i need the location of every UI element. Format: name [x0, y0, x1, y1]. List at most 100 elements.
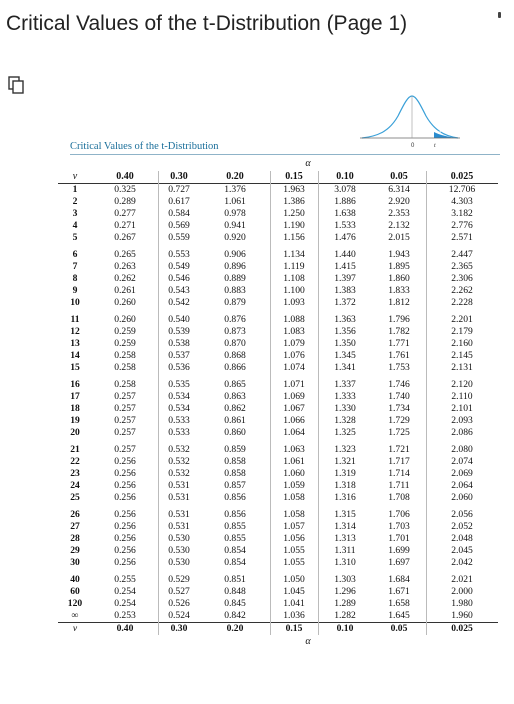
critical-value-cell: 0.542 — [168, 297, 190, 308]
critical-value-cell: 1.108 — [283, 273, 305, 284]
critical-value-cell: 0.260 — [114, 297, 136, 308]
critical-value-cell: 0.256 — [114, 456, 136, 467]
t-distribution-curve-icon: 0 t α — [360, 95, 460, 148]
critical-value-cell: 1.753 — [388, 362, 410, 373]
critical-value-cell: 1.671 — [388, 586, 410, 597]
critical-value-cell: 0.256 — [114, 533, 136, 544]
critical-value-cell: 0.617 — [168, 196, 190, 207]
critical-value-cell: 0.531 — [168, 521, 190, 532]
critical-value-cell: 2.056 — [451, 509, 473, 520]
critical-value-cell: 0.254 — [114, 586, 136, 597]
scrollbar-thumb[interactable] — [498, 12, 501, 18]
critical-value-cell: 0.858 — [224, 468, 246, 479]
copy-icon[interactable] — [8, 76, 24, 94]
critical-value-cell: 1.725 — [388, 427, 410, 438]
critical-value-cell: 0.854 — [224, 545, 246, 556]
page-title: Critical Values of the t-Distribution (P… — [6, 12, 408, 35]
caption-divider — [70, 154, 500, 155]
critical-value-cell: 1.729 — [388, 415, 410, 426]
table-row: 20 0.257 0.533 0.860 1.064 1.325 1.725 2.086 — [58, 427, 498, 439]
df-cell: 2 — [72, 196, 78, 207]
critical-value-cell: 0.870 — [224, 338, 246, 349]
critical-value-cell: 0.277 — [114, 208, 136, 219]
critical-value-cell: 1.761 — [388, 350, 410, 361]
critical-value-cell: 0.842 — [224, 610, 246, 621]
critical-value-cell: 1.060 — [283, 468, 305, 479]
critical-value-cell: 1.074 — [283, 362, 305, 373]
critical-value-cell: 0.845 — [224, 598, 246, 609]
critical-value-cell: 0.255 — [114, 574, 136, 585]
alpha-col-footer: 0.20 — [226, 623, 244, 634]
critical-value-cell: 1.323 — [334, 444, 356, 455]
table-row: 17 0.257 0.534 0.863 1.069 1.333 1.740 2.110 — [58, 391, 498, 403]
critical-value-cell: 0.257 — [114, 415, 136, 426]
df-cell: 29 — [70, 545, 80, 556]
alpha-header-bottom: α — [305, 636, 311, 647]
critical-value-cell: 3.182 — [451, 208, 473, 219]
df-cell: 60 — [70, 586, 80, 597]
table-row: 6 0.265 0.553 0.906 1.134 1.440 1.943 2.447 — [58, 249, 498, 261]
critical-value-cell: 0.530 — [168, 545, 190, 556]
critical-value-cell: 1.740 — [388, 391, 410, 402]
critical-value-cell: 0.256 — [114, 509, 136, 520]
critical-value-cell: 1.156 — [283, 232, 305, 243]
critical-value-cell: 0.848 — [224, 586, 246, 597]
df-cell: 4 — [72, 220, 78, 231]
critical-value-cell: 2.060 — [451, 492, 473, 503]
table-row: 8 0.262 0.546 0.889 1.108 1.397 1.860 2.306 — [58, 273, 498, 285]
critical-value-cell: 2.353 — [388, 208, 410, 219]
table-row: 40 0.255 0.529 0.851 1.050 1.303 1.684 2.021 — [58, 574, 498, 586]
critical-value-cell: 1.684 — [388, 574, 410, 585]
critical-value-cell: 1.316 — [334, 492, 356, 503]
critical-value-cell: 0.727 — [168, 184, 190, 195]
critical-value-cell: 0.862 — [224, 403, 246, 414]
table-row: 60 0.254 0.527 0.848 1.045 1.296 1.671 2.000 — [58, 586, 498, 598]
critical-value-cell: 1.318 — [334, 480, 356, 491]
df-cell: 10 — [70, 297, 80, 308]
df-cell: 3 — [72, 208, 78, 219]
table-caption: Critical Values of the t-Distribution — [70, 141, 219, 152]
critical-value-cell: 1.440 — [334, 249, 356, 260]
table-row: 3 0.277 0.584 0.978 1.250 1.638 2.353 3.182 — [58, 208, 498, 220]
df-header: ν — [72, 171, 78, 182]
table-row: 26 0.256 0.531 0.856 1.058 1.315 1.706 2.056 — [58, 509, 498, 521]
df-cell: 28 — [70, 533, 80, 544]
critical-value-cell: 0.535 — [168, 379, 190, 390]
critical-value-cell: 2.042 — [451, 557, 473, 568]
critical-value-cell: 1.045 — [283, 586, 305, 597]
critical-value-cell: 1.895 — [388, 261, 410, 272]
critical-value-cell: 1.088 — [283, 314, 305, 325]
critical-value-cell: 1.734 — [388, 403, 410, 414]
critical-value-cell: 1.282 — [334, 610, 356, 621]
alpha-header-top: α — [305, 158, 311, 169]
critical-value-cell: 1.058 — [283, 492, 305, 503]
column-divider — [158, 171, 159, 635]
critical-value-cell: 0.531 — [168, 509, 190, 520]
critical-value-cell: 1.059 — [283, 480, 305, 491]
critical-value-cell: 1.055 — [283, 545, 305, 556]
critical-value-cell: 1.064 — [283, 427, 305, 438]
critical-value-cell: 2.120 — [451, 379, 473, 390]
critical-value-cell: 1.350 — [334, 338, 356, 349]
df-cell: 24 — [70, 480, 80, 491]
critical-value-cell: 0.256 — [114, 492, 136, 503]
critical-value-cell: 0.549 — [168, 261, 190, 272]
critical-value-cell: 0.879 — [224, 297, 246, 308]
critical-value-cell: 0.866 — [224, 362, 246, 373]
alpha-col-header: 0.20 — [226, 171, 244, 182]
critical-value-cell: 1.069 — [283, 391, 305, 402]
critical-value-cell: 0.256 — [114, 545, 136, 556]
alpha-col-footer: 0.40 — [116, 623, 134, 634]
critical-value-cell: 1.313 — [334, 533, 356, 544]
critical-value-cell: 0.941 — [224, 220, 246, 231]
critical-value-cell: 0.532 — [168, 468, 190, 479]
column-header-row: ν 0.40 0.30 0.20 0.15 0.10 0.05 0.025 — [58, 171, 498, 184]
critical-value-cell: 2.228 — [451, 297, 473, 308]
critical-value-cell: 1.058 — [283, 509, 305, 520]
critical-value-cell: 2.179 — [451, 326, 473, 337]
critical-value-cell: 0.857 — [224, 480, 246, 491]
df-cell: 21 — [70, 444, 80, 455]
table-row: 29 0.256 0.530 0.854 1.055 1.311 1.699 2.045 — [58, 545, 498, 557]
critical-value-cell: 0.261 — [114, 285, 136, 296]
df-cell: 27 — [70, 521, 80, 532]
